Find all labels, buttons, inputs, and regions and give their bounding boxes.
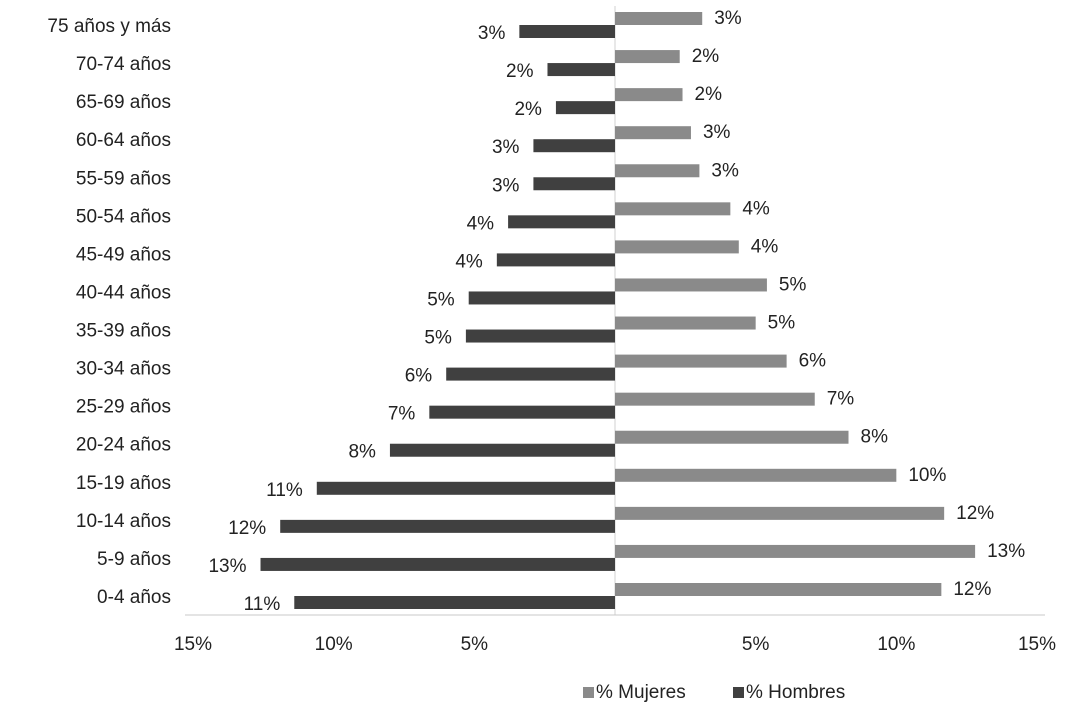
bar [615, 468, 897, 482]
data-label: 11% [244, 594, 281, 615]
data-label: 3% [478, 23, 506, 44]
y-tick-label: 20-24 años [76, 435, 171, 456]
data-label: 2% [506, 61, 534, 82]
bar [615, 50, 680, 64]
bar [294, 596, 615, 609]
bar [615, 354, 787, 368]
bar [468, 291, 615, 305]
data-label: 13% [208, 556, 246, 577]
y-tick-label: 15-19 años [76, 473, 171, 494]
bar [389, 443, 615, 457]
data-label: 13% [987, 541, 1025, 562]
x-tick-label: 5% [742, 634, 770, 655]
data-label: 8% [861, 427, 889, 448]
legend-swatch [733, 687, 744, 698]
bar [316, 481, 615, 495]
bar [615, 88, 683, 102]
x-tick-label: 10% [315, 634, 353, 655]
y-tick-label: 30-34 años [76, 359, 171, 380]
x-tick-label: 5% [461, 634, 489, 655]
bar [260, 557, 615, 571]
bar [446, 367, 615, 381]
data-label: 3% [492, 175, 520, 196]
bar [533, 139, 615, 153]
data-label: 3% [492, 137, 520, 158]
y-tick-label: 0-4 años [97, 587, 171, 608]
y-tick-label: 10-14 años [76, 511, 171, 532]
bar [615, 583, 942, 596]
bar [615, 316, 756, 330]
y-tick-label: 35-39 años [76, 321, 171, 342]
x-tick-label: 15% [1018, 634, 1056, 655]
bar [615, 506, 945, 520]
bar [280, 519, 615, 533]
bar [615, 12, 703, 25]
data-label: 7% [827, 389, 855, 410]
data-label: 7% [388, 404, 416, 425]
data-label: 8% [348, 442, 376, 463]
bar [615, 164, 700, 178]
y-tick-label: 55-59 años [76, 168, 171, 189]
data-label: 5% [424, 328, 452, 349]
y-tick-label: 5-9 años [97, 549, 171, 570]
y-tick-label: 75 años y más [47, 16, 171, 37]
bar [547, 63, 615, 77]
bar [555, 101, 615, 115]
y-tick-label: 45-49 años [76, 244, 171, 265]
bar [429, 405, 615, 419]
legend-swatch [583, 687, 594, 698]
data-label: 3% [703, 122, 731, 143]
data-label: 3% [711, 160, 739, 181]
data-label: 2% [692, 46, 720, 67]
x-tick-label: 15% [174, 634, 212, 655]
data-label: 5% [779, 274, 807, 295]
y-tick-label: 70-74 años [76, 54, 171, 75]
bar [496, 253, 615, 267]
data-label: 5% [427, 289, 455, 310]
bar [615, 392, 815, 406]
data-label: 5% [768, 313, 796, 334]
data-label: 12% [228, 518, 266, 539]
data-label: 11% [266, 480, 303, 501]
bar [615, 240, 739, 254]
x-tick-label: 10% [877, 634, 915, 655]
data-label: 4% [751, 236, 779, 257]
bar [615, 544, 976, 558]
data-label: 12% [956, 503, 994, 524]
bar [465, 329, 615, 343]
data-label: 3% [714, 8, 742, 29]
bar [615, 202, 731, 216]
data-label: 10% [908, 465, 946, 486]
y-tick-label: 25-29 años [76, 397, 171, 418]
data-label: 2% [514, 99, 542, 120]
data-label: 4% [455, 251, 483, 272]
y-tick-label: 40-44 años [76, 282, 171, 303]
y-tick-label: 65-69 años [76, 92, 171, 113]
bar [519, 25, 615, 38]
legend-label: % Hombres [746, 682, 845, 703]
legend-label: % Mujeres [596, 682, 686, 703]
data-label: 6% [799, 351, 827, 372]
bar [615, 126, 691, 140]
data-label: 12% [953, 579, 991, 600]
data-label: 4% [742, 198, 770, 219]
bar [533, 177, 615, 191]
data-label: 2% [695, 84, 723, 105]
data-label: 4% [467, 213, 495, 234]
bar [615, 278, 767, 292]
y-tick-label: 60-64 años [76, 130, 171, 151]
bar [615, 430, 849, 444]
y-tick-label: 50-54 años [76, 206, 171, 227]
data-label: 6% [405, 366, 433, 387]
bar [508, 215, 615, 229]
